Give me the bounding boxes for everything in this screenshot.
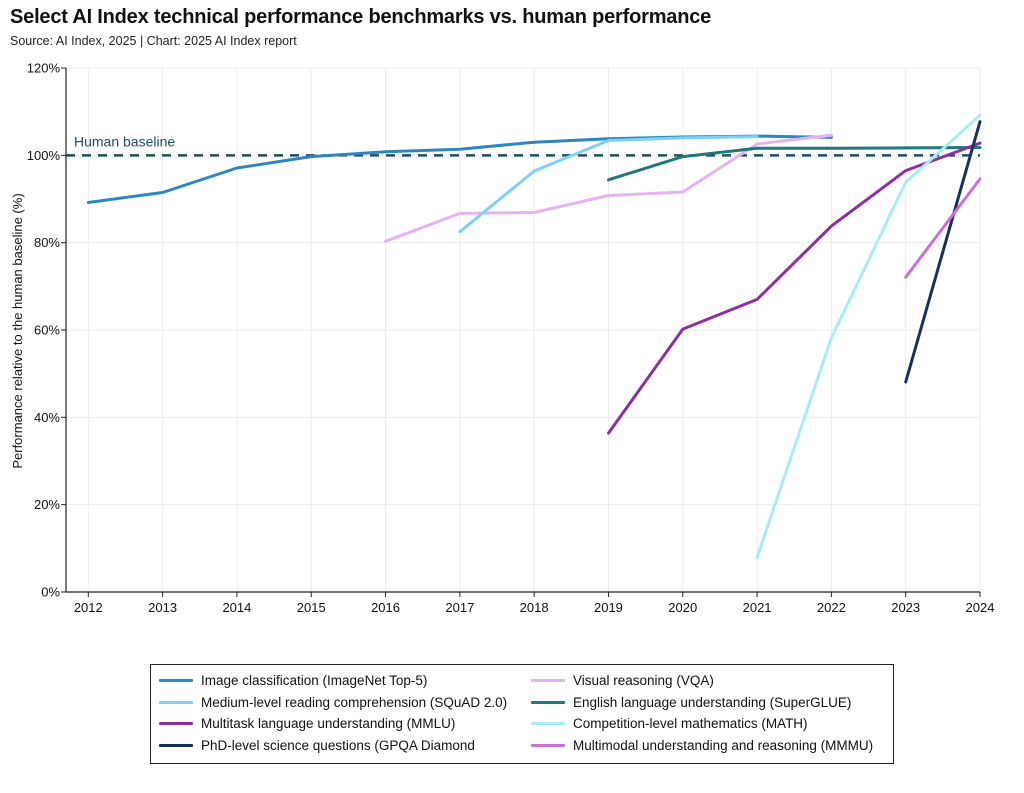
x-tick-label: 2016 [371, 600, 400, 615]
x-tick-label: 2013 [148, 600, 177, 615]
series-line-8 [904, 177, 982, 279]
x-tick-label: 2015 [297, 600, 326, 615]
legend-item: Competition-level mathematics (MATH) [531, 716, 808, 731]
y-tick-label: 40% [34, 410, 60, 425]
series-line-7 [904, 120, 982, 384]
legend-swatch [159, 700, 193, 704]
legend-item: Multimodal understanding and reasoning (… [531, 738, 873, 753]
x-tick-label: 2023 [891, 600, 920, 615]
legend-item: Medium-level reading comprehension (SQuA… [159, 695, 507, 710]
legend-item: English language understanding (SuperGLU… [531, 695, 851, 710]
legend-item: Visual reasoning (VQA) [531, 673, 714, 688]
legend-swatch [531, 743, 565, 747]
y-tick-label: 20% [34, 497, 60, 512]
x-tick-label: 2021 [743, 600, 772, 615]
y-tick-label: 0% [41, 585, 60, 600]
legend-label: English language understanding (SuperGLU… [573, 694, 852, 710]
series-line-5 [607, 141, 982, 435]
grid-layer [66, 67, 981, 593]
y-tick-label: 100% [27, 148, 61, 163]
legend: Image classification (ImageNet Top-5) Vis… [150, 664, 894, 764]
series-line-6 [755, 113, 982, 559]
x-tick-label: 2017 [445, 600, 474, 615]
chart-plot: 2012 2013 2014 2015 2016 2017 2018 2019 2020 2021… [10, 61, 995, 616]
series-line-4 [607, 146, 982, 182]
legend-item: Image classification (ImageNet Top-5) [159, 673, 427, 688]
series-layer [86, 113, 982, 559]
legend-swatch [531, 700, 565, 704]
legend-label: Multimodal understanding and reasoning (… [573, 737, 874, 753]
axis-layer: 2012 2013 2014 2015 2016 2017 2018 2019 2020 2021… [27, 61, 995, 616]
x-tick-label: 2014 [222, 600, 251, 615]
legend-label: Multitask language understanding (MMLU) [201, 716, 456, 731]
baseline-layer: Human baseline [66, 133, 980, 157]
y-tick-label: 60% [34, 323, 60, 338]
legend-label: Medium-level reading comprehension (SQuA… [201, 694, 508, 710]
series-line-3 [458, 135, 759, 234]
x-tick-label: 2024 [966, 600, 995, 615]
series-line-2 [384, 133, 833, 243]
legend-item: Multitask language understanding (MMLU) [159, 716, 455, 731]
x-tick-label: 2019 [594, 600, 623, 615]
legend-label: Image classification (ImageNet Top-5) [201, 673, 428, 688]
legend-item: PhD-level science questions (GPQA Diamon… [159, 738, 475, 753]
x-tick-label: 2020 [668, 600, 697, 615]
x-tick-label: 2012 [74, 600, 103, 615]
chart-title: Select AI Index technical performance be… [10, 6, 712, 28]
legend-swatch [159, 679, 193, 682]
human-baseline-label: Human baseline [74, 133, 175, 149]
x-tick-label: 2022 [817, 600, 846, 615]
x-tick-label: 2018 [520, 600, 549, 615]
legend-swatch [159, 743, 193, 747]
legend-label: Competition-level mathematics (MATH) [573, 716, 808, 731]
legend-swatch [531, 722, 565, 725]
y-tick-label: 120% [27, 61, 61, 76]
legend-swatch [531, 679, 565, 682]
chart-subtitle: Source: AI Index, 2025 | Chart: 2025 AI … [10, 34, 297, 48]
legend-label: PhD-level science questions (GPQA Diamon… [201, 737, 475, 753]
legend-swatch [159, 722, 193, 725]
y-tick-label: 80% [34, 235, 60, 250]
legend-label: Visual reasoning (VQA) [573, 673, 714, 688]
y-axis-label: Performance relative to the human baseli… [10, 193, 25, 468]
